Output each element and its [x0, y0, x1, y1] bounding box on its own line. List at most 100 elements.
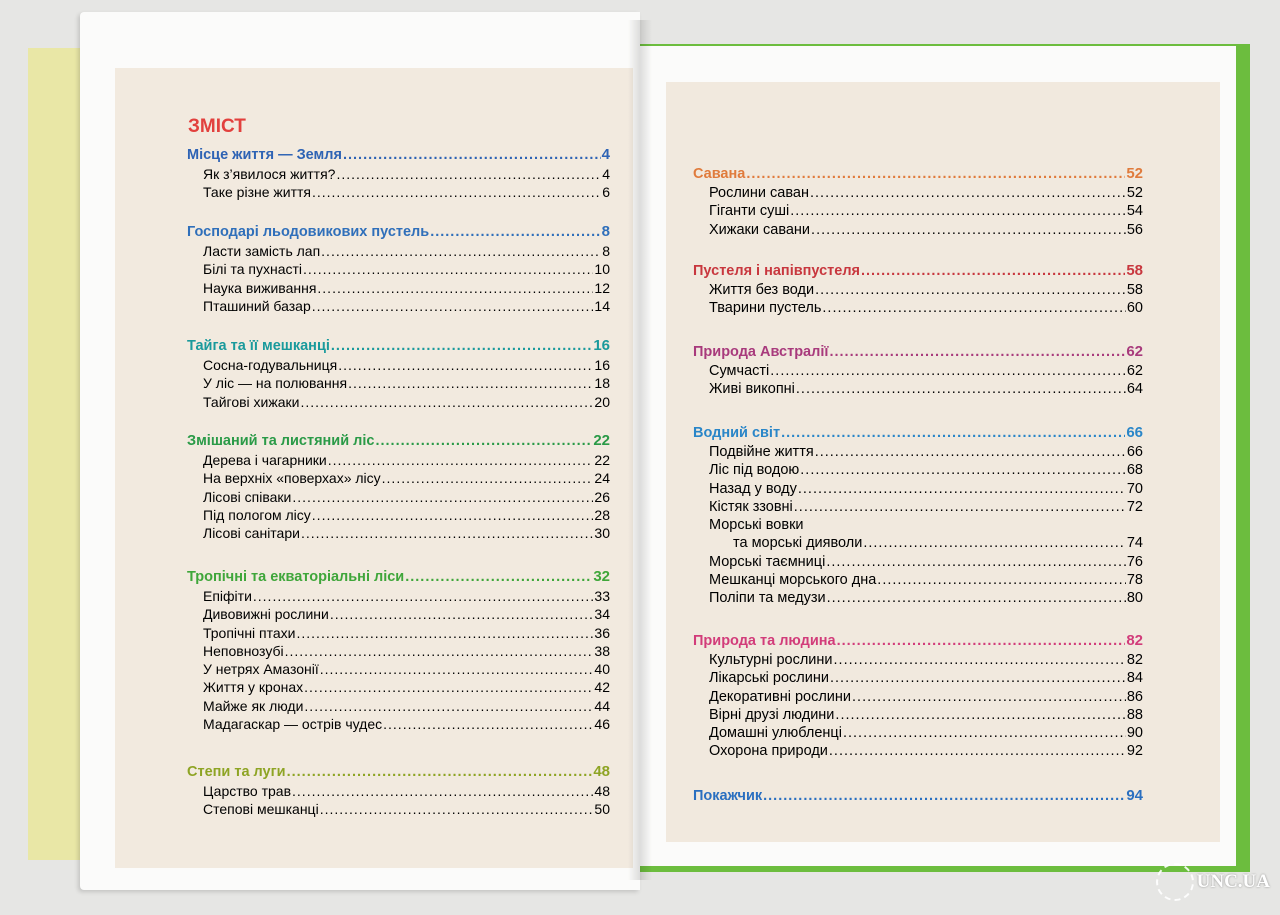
section-heading[interactable]: Водний світ 66	[693, 423, 1143, 443]
toc-entry[interactable]: Морські вовки	[693, 516, 1143, 534]
toc-entry[interactable]: Ліс під водою 68	[693, 461, 1143, 479]
toc-entry[interactable]: Тайгові хижаки 20	[187, 393, 610, 411]
entry-page: 22	[594, 452, 610, 468]
toc-entry[interactable]: Тварини пустель 60	[693, 299, 1143, 317]
section-heading[interactable]: Господарі льодовикових пустель 8	[187, 222, 610, 242]
toc-entry[interactable]: Степові мешканці 50	[187, 800, 610, 818]
toc-entry[interactable]: Домашні улюбленці 90	[693, 724, 1143, 742]
toc-entry[interactable]: Дивовижні рослини 34	[187, 605, 610, 623]
entry-page: 42	[594, 679, 610, 696]
entry-page: 12	[594, 279, 610, 296]
leader-dots	[312, 183, 601, 201]
section-heading[interactable]: Місце життя — Земля 4	[187, 145, 610, 165]
entry-title: Гіганти суші	[709, 203, 790, 220]
watermark: UNC.UA	[1196, 871, 1270, 892]
entry-page: 60	[1126, 300, 1143, 317]
toc-entry[interactable]: Подвійне життя 66	[693, 443, 1143, 461]
section-title: Місце життя — Земля	[187, 147, 342, 163]
toc-entry[interactable]: Тропічні птахи 36	[187, 624, 610, 642]
section-heading[interactable]: Покажчик 94	[693, 786, 1143, 806]
entry-page: 26	[594, 488, 610, 505]
toc-entry[interactable]: Царство трав 48	[187, 782, 610, 800]
entry-page: 28	[594, 506, 610, 523]
section-heading[interactable]: Природа Австралії 62	[693, 342, 1143, 362]
toc-entry[interactable]: Кістяк ззовні 72	[693, 498, 1143, 516]
toc-entry[interactable]: Охорона природи 92	[693, 742, 1143, 760]
entry-page: 20	[594, 393, 610, 410]
section-page: 52	[1126, 165, 1143, 182]
leader-dots	[794, 498, 1126, 516]
toc-entry[interactable]: та морські дияволи 74	[693, 534, 1143, 552]
section-page: 4	[601, 146, 610, 163]
toc-entry[interactable]: На верхніх «поверхах» лісу 24	[187, 469, 610, 487]
section-heading[interactable]: Степи та луги 48	[187, 762, 610, 782]
section-heading[interactable]: Природа та людина 82	[693, 631, 1143, 651]
section-title: Тропічні та екваторіальні ліси	[187, 569, 405, 585]
entry-page: 44	[594, 697, 610, 714]
toc-entry[interactable]: Вірні друзі людини 88	[693, 706, 1143, 724]
toc-entry[interactable]: Майже як люди 44	[187, 697, 610, 715]
section-heading[interactable]: Тропічні та екваторіальні ліси 32	[187, 567, 610, 587]
section-page: 8	[601, 223, 610, 240]
toc-entry[interactable]: У ліс — на полювання 18	[187, 374, 610, 392]
toc-entry[interactable]: Життя у кронах 42	[187, 678, 610, 696]
leader-dots	[798, 480, 1126, 498]
entry-page: 40	[594, 661, 610, 678]
entry-title: Як з’явилося життя?	[203, 166, 336, 182]
leader-dots	[304, 678, 593, 696]
leader-dots	[317, 279, 593, 297]
section-heading[interactable]: Змішаний та листяний ліс 22	[187, 431, 610, 451]
toc-entry[interactable]: Декоративні рослини 86	[693, 688, 1143, 706]
entry-page: 88	[1126, 706, 1143, 723]
leader-dots	[300, 393, 593, 411]
leader-dots	[827, 589, 1126, 607]
book-gutter	[628, 20, 652, 880]
leader-dots	[338, 356, 593, 374]
toc-entry[interactable]: У нетрях Амазонії 40	[187, 660, 610, 678]
toc-entry[interactable]: Дерева і чагарники 22	[187, 451, 610, 469]
entry-title: На верхніх «поверхах» лісу	[203, 470, 381, 487]
section-heading[interactable]: Савана 52	[693, 164, 1143, 184]
toc-entry[interactable]: Пташиний базар 14	[187, 297, 610, 315]
toc-entry[interactable]: Культурні рослини 82	[693, 651, 1143, 669]
toc-entry[interactable]: Хижаки савани 56	[693, 221, 1143, 239]
toc-entry[interactable]: Лісові співаки 26	[187, 488, 610, 506]
leader-dots	[815, 443, 1126, 461]
toc-entry[interactable]: Лісові санітари 30	[187, 524, 610, 542]
entry-title: Лікарські рослини	[709, 670, 829, 687]
entry-title: Живі викопні	[709, 381, 795, 398]
entry-title: У нетрях Амазонії	[203, 661, 319, 678]
entry-title: Життя без води	[709, 282, 815, 298]
section-heading[interactable]: Пустеля і напівпустеля 58	[693, 261, 1143, 281]
section-heading[interactable]: Тайга та її мешканці 16	[187, 336, 610, 356]
toc-entry[interactable]: Наука виживання 12	[187, 279, 610, 297]
toc-entry[interactable]: Епіфіти 33	[187, 587, 610, 605]
entry-title: Подвійне життя	[709, 444, 814, 460]
toc-entry[interactable]: Білі та пухнасті 10	[187, 260, 610, 278]
toc-entry[interactable]: Ласти замість лап 8	[187, 242, 610, 260]
toc-entry[interactable]: Рослини саван 52	[693, 184, 1143, 202]
entry-title: Тайгові хижаки	[203, 393, 300, 410]
toc-entry[interactable]: Морські таємниці 76	[693, 553, 1143, 571]
entry-page: 84	[1126, 670, 1143, 687]
toc-entry[interactable]: Сосна-годувальниця 16	[187, 356, 610, 374]
toc-entry[interactable]: Мешканці морського дна 78	[693, 571, 1143, 589]
toc-entry[interactable]: Таке різне життя 6	[187, 183, 610, 201]
entry-page: 80	[1126, 590, 1143, 607]
toc-entry[interactable]: Лікарські рослини 84	[693, 669, 1143, 687]
section-page: 62	[1126, 343, 1143, 360]
toc-entry[interactable]: Життя без води 58	[693, 281, 1143, 299]
toc-entry[interactable]: Сумчасті 62	[693, 362, 1143, 380]
entry-title: Ліс під водою	[709, 462, 800, 479]
toc-entry[interactable]: Під пологом лісу 28	[187, 506, 610, 524]
toc-entry[interactable]: Гіганти суші 54	[693, 202, 1143, 220]
toc-entry[interactable]: Назад у воду 70	[693, 480, 1143, 498]
toc-entry[interactable]: Неповнозубі 38	[187, 642, 610, 660]
entry-page: 16	[594, 357, 610, 373]
entry-page: 90	[1126, 725, 1143, 742]
entry-title: Сосна-годувальниця	[203, 357, 338, 373]
toc-entry[interactable]: Поліпи та медузи 80	[693, 589, 1143, 607]
toc-entry[interactable]: Як з’явилося життя? 4	[187, 165, 610, 183]
toc-entry[interactable]: Живі викопні 64	[693, 380, 1143, 398]
toc-entry[interactable]: Мадагаскар — острів чудес 46	[187, 715, 610, 733]
